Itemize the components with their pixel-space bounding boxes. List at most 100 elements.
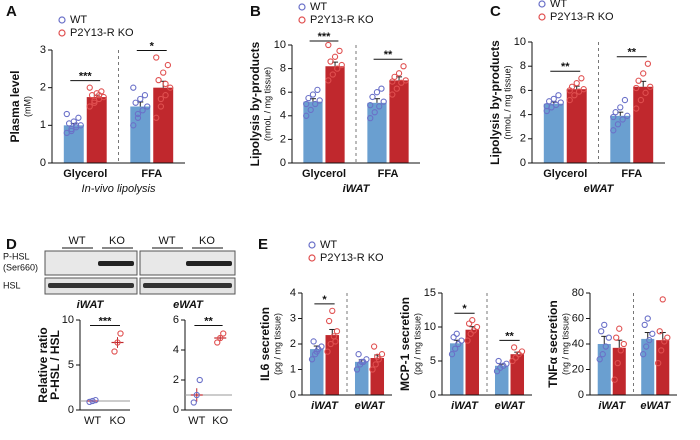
data-point [613, 334, 620, 341]
y-axis-unit: (pg / mg tissue) [412, 313, 422, 375]
data-point [602, 343, 609, 350]
data-point [458, 337, 465, 344]
y-tick-label: 2 [40, 82, 46, 94]
data-point [309, 91, 317, 98]
data-point [144, 103, 151, 110]
y-tick-label: 8 [520, 60, 526, 72]
legend-label: P2Y13-R KO [320, 252, 384, 264]
data-point [167, 84, 174, 91]
x-tick-label: iWAT [451, 400, 479, 412]
significance-label: ** [627, 47, 636, 59]
data-point [644, 60, 652, 67]
data-point [114, 339, 121, 346]
y-tick-label: 1 [40, 119, 46, 131]
data-point [91, 97, 98, 104]
data-point [325, 41, 332, 49]
bar [656, 340, 670, 395]
y-tick-label: 60 [572, 312, 584, 324]
data-point [313, 348, 320, 355]
data-point [333, 328, 341, 335]
data-point [664, 334, 671, 341]
data-point [452, 345, 459, 352]
y-axis-title: TNFα secretion [546, 300, 560, 387]
legend-marker [308, 241, 316, 249]
x-tick-label: WT [188, 415, 205, 427]
data-point [63, 110, 70, 118]
bar [325, 66, 345, 163]
legend-marker [538, 13, 546, 21]
data-point [190, 399, 197, 406]
data-point [86, 398, 93, 406]
blot-row-label: P-HSL [3, 251, 30, 261]
data-point [164, 61, 172, 69]
data-point [610, 127, 617, 134]
y-tick-label: 80 [572, 287, 584, 299]
y-tick-label: 4 [290, 287, 296, 299]
significance-label: * [322, 294, 327, 306]
data-point [307, 106, 314, 114]
data-point [557, 99, 564, 106]
data-point [68, 127, 75, 135]
data-point [334, 65, 341, 72]
data-point [633, 84, 640, 92]
data-point [378, 351, 386, 358]
data-point [162, 92, 169, 99]
data-point [312, 100, 319, 108]
legend-label: P2Y13-R KO [310, 14, 374, 26]
data-point [400, 63, 407, 70]
y-tick-label: 5 [68, 359, 74, 371]
y-tick-label: 4 [520, 109, 526, 121]
data-point [132, 99, 139, 106]
data-point [193, 391, 200, 399]
y-axis-title: MCP-1 secretion [398, 297, 412, 391]
data-point [646, 337, 653, 344]
data-point [637, 96, 645, 104]
legend-label: WT [550, 0, 567, 10]
data-point [647, 83, 654, 90]
y-tick-label: 10 [62, 314, 74, 326]
significance-label: ** [384, 49, 393, 61]
data-point [327, 340, 334, 348]
data-point [393, 85, 400, 92]
data-point [624, 112, 631, 119]
y-tick-label: 20 [572, 363, 584, 375]
data-point [308, 356, 316, 363]
data-point [395, 70, 403, 77]
data-point [621, 96, 629, 104]
data-point [137, 95, 144, 103]
data-point [598, 328, 605, 335]
data-point [325, 317, 333, 325]
data-point [367, 115, 374, 122]
legend-marker [58, 29, 66, 37]
data-point [655, 359, 662, 367]
y-tick-label: 3 [40, 44, 46, 56]
data-point [640, 70, 647, 77]
blot-band [98, 261, 134, 266]
data-point [599, 351, 606, 358]
blot-lane-label: KO [109, 235, 125, 247]
data-point [642, 89, 649, 96]
y-tick-label: 10 [274, 39, 286, 51]
bar [354, 361, 369, 395]
data-point [86, 84, 93, 91]
data-point [619, 116, 626, 123]
y-tick-label: 4 [173, 344, 179, 356]
panel-letter: C [490, 3, 501, 20]
data-point [512, 354, 519, 361]
bar [610, 115, 631, 163]
y-tick-label: 0 [68, 404, 74, 416]
data-point [374, 353, 381, 360]
data-point [196, 376, 203, 384]
blot-band [186, 261, 232, 266]
data-point [369, 366, 376, 373]
legend-label: WT [70, 14, 87, 26]
y-axis-title: IL6 secretion [258, 307, 272, 381]
data-point [89, 397, 96, 405]
x-tick-label: FFA [621, 168, 642, 180]
bar [309, 349, 324, 395]
data-point [605, 334, 612, 341]
data-point [493, 368, 501, 375]
data-point [465, 320, 473, 327]
data-point [363, 356, 370, 363]
significance-label: *** [318, 31, 332, 43]
